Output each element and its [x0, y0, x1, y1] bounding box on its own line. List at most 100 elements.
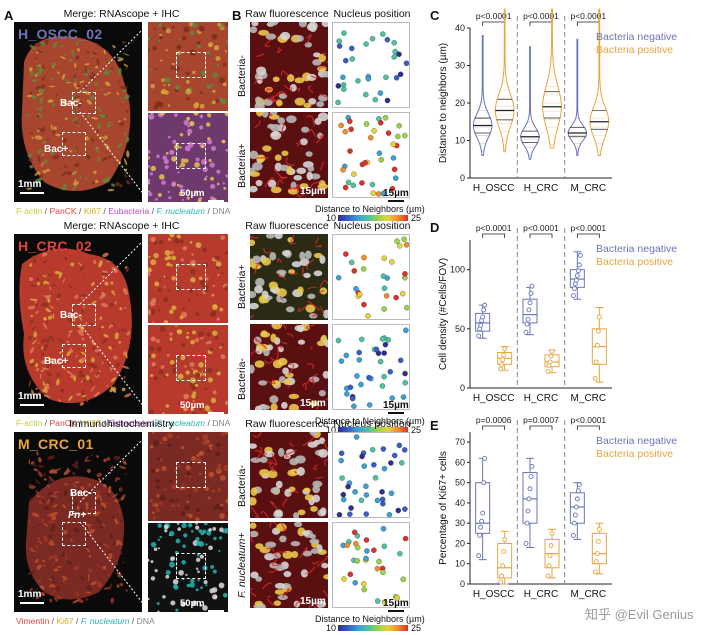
violin-shape	[542, 8, 562, 149]
zoom-lines	[79, 433, 149, 611]
nucleus-scalebar	[388, 610, 404, 612]
legend-negative: Bacteria negative	[596, 31, 677, 43]
scalebar	[20, 404, 44, 406]
inset-scalebar-label: 50µm	[180, 400, 205, 411]
inset-roi-box	[176, 462, 206, 488]
y-tick-label: 50	[455, 324, 465, 334]
nucleus-position-header: Nucleus position	[333, 220, 411, 232]
violin-shape	[520, 46, 540, 160]
inset-roi-box	[176, 264, 206, 290]
data-point	[529, 283, 535, 289]
category-label: H_CRC	[524, 589, 558, 600]
data-point	[502, 346, 508, 352]
data-point	[523, 329, 529, 335]
data-point	[593, 559, 599, 565]
bac-minus-region-box	[72, 492, 96, 514]
category-label: H_OSCC	[473, 183, 515, 194]
data-point	[548, 543, 554, 548]
channel-legend-item: /	[205, 206, 213, 216]
channel-legend: F-actin / PanCK / Ki67 / Eubacteria / F.…	[16, 418, 230, 428]
y-tick-label: 30	[455, 518, 465, 528]
legend-positive: Bacteria positive	[596, 256, 673, 268]
channel-legend-item: Eubacteria	[108, 418, 150, 428]
data-point	[478, 524, 484, 530]
channel-legend-item: /	[76, 418, 84, 428]
colorbar-title: Distance to Neighbors (µm)	[315, 204, 425, 214]
category-label: H_CRC	[524, 183, 558, 194]
colorbar-max: 25	[411, 425, 422, 435]
raw-fluorescence-image	[250, 22, 328, 108]
raw-scalebar-label: 15µm	[300, 596, 326, 607]
inset-scalebar-label: 50µm	[180, 598, 205, 609]
inset-roi-box	[176, 355, 206, 381]
data-point	[570, 532, 576, 538]
channel-legend-item: PanCK	[49, 206, 77, 216]
data-point	[498, 366, 504, 372]
nucleus-position-plot	[332, 234, 410, 320]
bac-plus-region-box	[62, 522, 86, 546]
data-point	[576, 482, 582, 488]
data-point	[498, 579, 504, 585]
nucleus-position-plot	[332, 22, 410, 108]
channel-legend-item: DNA	[212, 206, 231, 216]
bac-minus-region-box	[72, 304, 96, 326]
data-point	[523, 541, 529, 546]
channel-legend-item: /	[73, 616, 81, 626]
y-tick-label: 40	[455, 498, 465, 508]
inset-image-bottom	[148, 113, 228, 202]
colorbar-title: Distance to Neighbors (µm)	[315, 614, 425, 624]
channel-legend-item: Eubacteria	[108, 206, 150, 216]
bac-minus-label: Bac-	[60, 98, 82, 109]
bac-minus-label: Bac-	[70, 488, 92, 499]
p-value-label: p=0.0006	[476, 415, 512, 425]
significance-bracket	[576, 21, 600, 26]
scalebar-label: 1mm	[18, 179, 42, 190]
data-point	[546, 563, 552, 569]
chart-e: 0 10 20 30 40 50 60 70 Percentage of Ki67+ cells…	[438, 415, 677, 600]
data-point	[571, 286, 577, 291]
y-tick-label: 20	[455, 98, 465, 108]
inset-image-top	[148, 432, 228, 521]
data-point	[499, 361, 505, 367]
data-point	[482, 455, 488, 461]
inset-image-bottom	[148, 325, 228, 414]
channel-legend-item: F. nucleatum	[156, 418, 206, 428]
inset-scalebar-label: 50µm	[180, 188, 205, 199]
nucleus-scalebar	[388, 412, 404, 414]
raw-fluorescence-image	[250, 432, 328, 518]
panel-a-header: Immunohistochemistry	[68, 418, 175, 430]
raw-fluorescence-header: Raw fluorescence	[245, 8, 329, 20]
nucleus-scalebar	[388, 200, 404, 202]
data-point	[529, 464, 535, 469]
data-point	[576, 262, 582, 268]
panel-d-letter: D	[430, 220, 440, 235]
row-label-bottom: F. nucleatum+	[236, 532, 248, 598]
y-tick-label: 20	[455, 538, 465, 548]
bac-minus-region-box	[72, 92, 96, 114]
y-tick-label: 60	[455, 457, 465, 467]
y-axis-label: Distance to neighbors (µm)	[438, 43, 449, 163]
raw-scalebar	[303, 411, 321, 413]
significance-bracket	[482, 21, 506, 26]
y-tick-label: 0	[460, 383, 465, 393]
row-label-bottom: Bacteria-	[236, 357, 248, 400]
channel-legend-item: F. nucleatum	[156, 206, 206, 216]
colorbar-min: 10	[326, 425, 337, 435]
data-point	[547, 553, 553, 559]
data-point	[524, 520, 530, 526]
scalebar-label: 1mm	[18, 589, 42, 600]
bac-plus-region-box	[62, 132, 86, 156]
data-point	[500, 563, 506, 569]
channel-legend-item: /	[149, 418, 157, 428]
legend-positive: Bacteria positive	[596, 448, 673, 460]
data-point	[575, 488, 581, 494]
data-point	[596, 314, 602, 320]
zoom-lines	[79, 235, 149, 413]
data-point	[501, 549, 507, 555]
panel-a-header: Merge: RNAscope + IHC	[63, 8, 180, 20]
colorbar-max: 25	[411, 213, 422, 223]
p-value-label: p<0.0001	[570, 223, 606, 233]
inset-scalebar	[208, 610, 224, 612]
data-point	[596, 526, 602, 532]
channel-legend: Vimentin / Ki67 / F. nucleatum / DNA	[16, 616, 155, 626]
